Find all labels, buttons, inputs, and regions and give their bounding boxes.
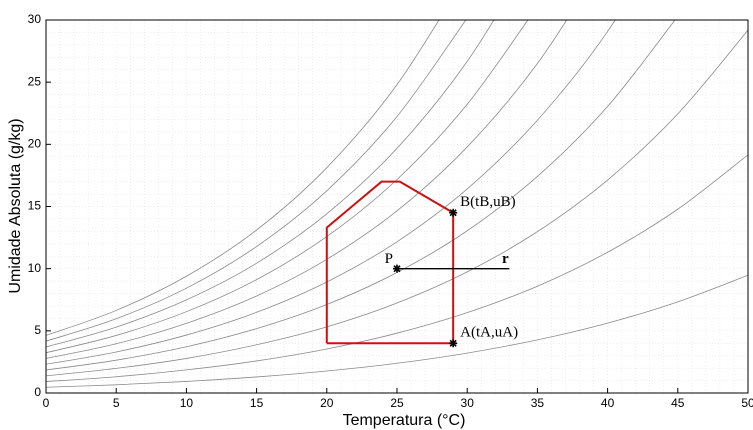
x-tick-label: 15: [250, 396, 264, 410]
y-tick-label: 10: [28, 261, 42, 275]
x-tick-label: 5: [113, 396, 120, 410]
x-tick-label: 35: [531, 396, 545, 410]
marker-label: B(tB,uB): [460, 194, 515, 210]
x-tick-label: 45: [671, 396, 685, 410]
vector-label: r: [502, 251, 509, 267]
humidity-curve: [46, 20, 676, 371]
x-tick-label: 10: [180, 396, 194, 410]
plot-frame: [45, 19, 749, 394]
y-tick-label: 0: [34, 385, 41, 399]
y-axis-label: Umidade Absoluta (g/kg): [7, 118, 24, 293]
y-tick-label: 25: [28, 74, 42, 88]
x-tick-label: 30: [461, 396, 475, 410]
y-tick-label: 15: [28, 199, 42, 213]
comfort-region: [325, 180, 455, 345]
x-tick-label: 40: [601, 396, 615, 410]
y-tick-label: 5: [34, 323, 41, 337]
y-tick-label: 30: [28, 12, 42, 26]
x-axis-label: Temperatura (°C): [343, 412, 466, 429]
x-tick-label: 20: [320, 396, 334, 410]
humidity-curve: [46, 154, 748, 382]
marker: [393, 264, 401, 273]
marker-label: P: [385, 251, 393, 267]
humidity-curve: [46, 20, 616, 365]
humidity-curve: [46, 20, 568, 359]
marker: [449, 339, 458, 348]
humidity-curve: [46, 20, 440, 336]
plot-area: [46, 20, 748, 393]
x-tick-label: 50: [741, 396, 753, 410]
humidity-curve: [46, 29, 748, 377]
humidity-curve: [46, 20, 467, 342]
x-tick-label: 25: [390, 396, 404, 410]
x-tick-label: 0: [43, 396, 50, 410]
humidity-curve: [46, 20, 529, 354]
y-tick-label: 20: [28, 137, 42, 151]
humidity-curve: [46, 20, 495, 348]
marker: [449, 208, 458, 217]
marker-label: A(tA,uA): [460, 325, 518, 341]
humidity-curve: [46, 274, 748, 388]
